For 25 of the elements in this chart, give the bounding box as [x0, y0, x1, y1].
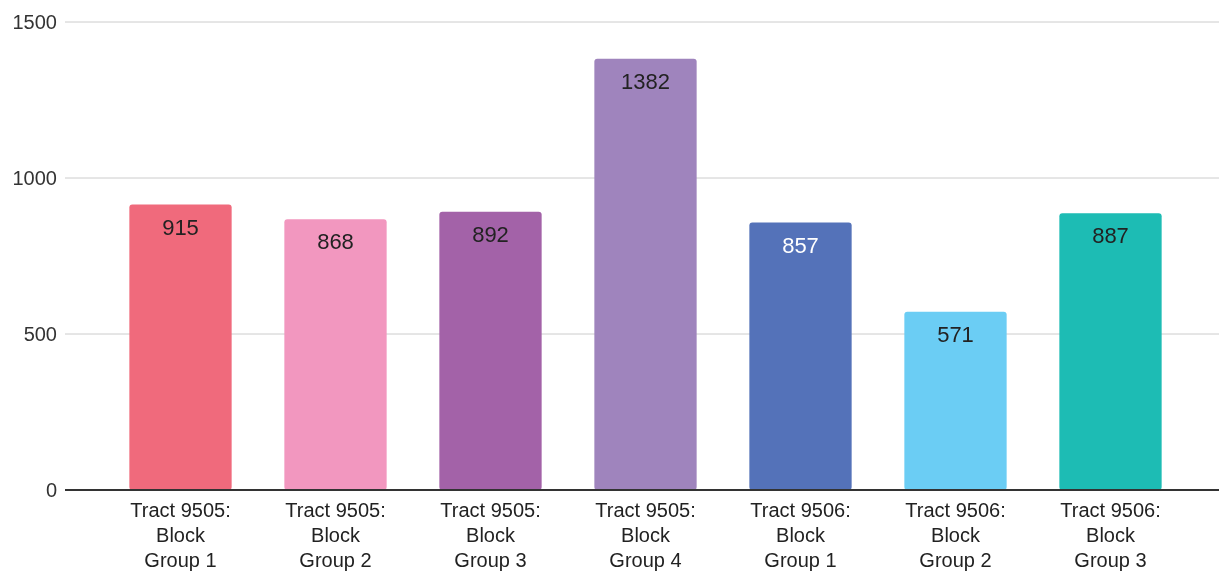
y-tick-label: 500 — [23, 323, 57, 345]
y-tick-label: 1000 — [12, 167, 57, 189]
bar — [749, 222, 852, 490]
y-tick-label: 0 — [45, 479, 57, 501]
data-label: 892 — [472, 221, 509, 247]
x-tick-label: Tract 9505: Block Group 2 — [285, 499, 386, 571]
bar — [439, 211, 542, 490]
bar — [129, 204, 232, 490]
bar — [1059, 213, 1162, 490]
data-label: 915 — [162, 214, 199, 240]
x-tick-label: Tract 9505: Block Group 1 — [130, 499, 231, 571]
bar — [594, 58, 697, 490]
x-tick-label: Tract 9506: Block Group 2 — [905, 499, 1006, 571]
data-label: 1382 — [621, 68, 670, 94]
data-label: 571 — [937, 321, 974, 347]
data-label: 868 — [317, 229, 354, 255]
x-tick-label: Tract 9505: Block Group 4 — [595, 499, 696, 571]
data-label: 857 — [782, 232, 819, 258]
bar — [904, 311, 1007, 490]
bar — [284, 219, 387, 490]
x-tick-label: Tract 9505: Block Group 3 — [440, 499, 541, 571]
x-tick-label: Tract 9506: Block Group 3 — [1060, 499, 1161, 571]
data-label: 887 — [1092, 223, 1129, 249]
y-tick-label: 1500 — [12, 11, 57, 33]
x-tick-label: Tract 9506: Block Group 1 — [750, 499, 851, 571]
